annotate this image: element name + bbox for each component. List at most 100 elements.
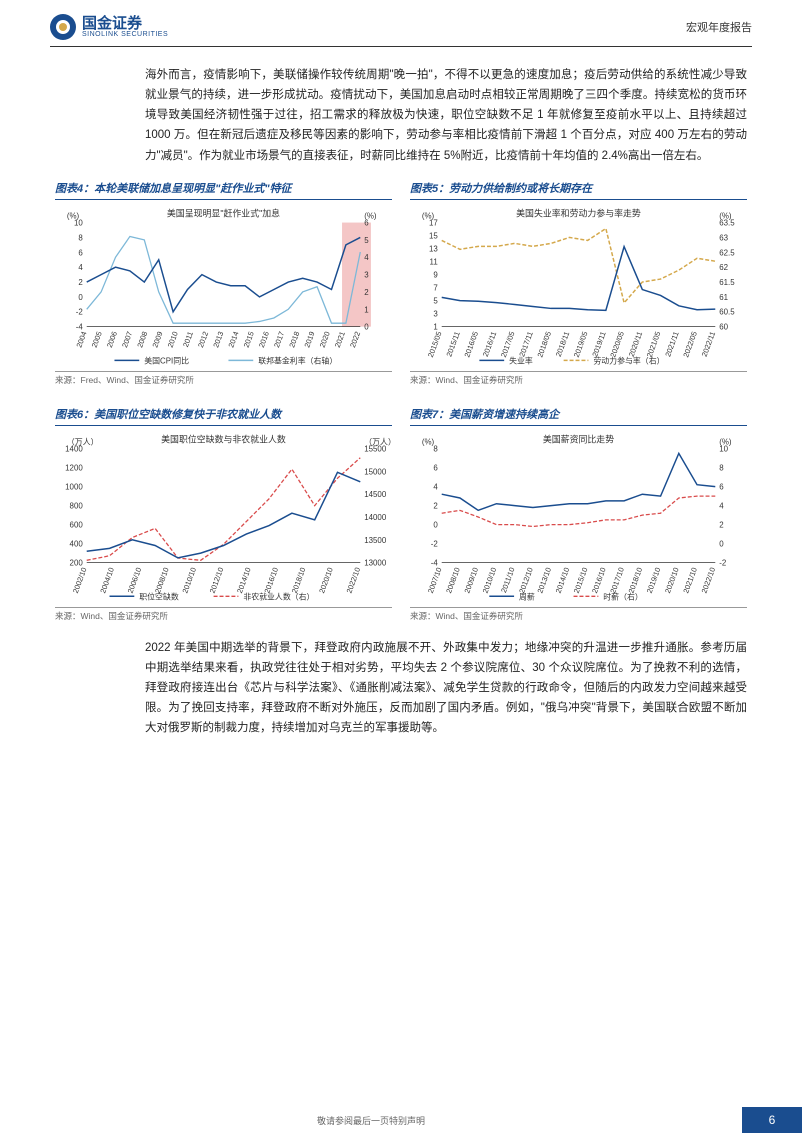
svg-text:2015/10: 2015/10 — [572, 566, 590, 594]
svg-text:2010/10: 2010/10 — [180, 566, 198, 594]
svg-text:63: 63 — [719, 233, 728, 242]
svg-text:联邦基金利率（右轴）: 联邦基金利率（右轴） — [258, 355, 337, 365]
svg-text:2013: 2013 — [211, 330, 225, 349]
footer-text: 敬请参阅最后一页特别声明 — [0, 1107, 742, 1133]
svg-text:2006/10: 2006/10 — [126, 566, 144, 594]
svg-text:60: 60 — [719, 322, 728, 331]
svg-text:7: 7 — [433, 283, 437, 292]
svg-text:5: 5 — [364, 236, 369, 245]
svg-text:400: 400 — [70, 539, 84, 548]
svg-text:2009: 2009 — [150, 330, 164, 349]
chart-5: 图表5：劳动力供给制约或将长期存在 美国失业率和劳动力参与率走势(%)(%)13… — [410, 180, 747, 386]
svg-text:2016/10: 2016/10 — [262, 566, 280, 594]
svg-text:15000: 15000 — [364, 467, 387, 476]
svg-text:2011/10: 2011/10 — [499, 566, 516, 594]
svg-text:6: 6 — [433, 463, 438, 472]
svg-text:2020/11: 2020/11 — [627, 330, 644, 358]
svg-text:2004: 2004 — [74, 330, 88, 349]
chart-6-svg: 美国职位空缺数与非农就业人数（万人）（万人）200400600800100012… — [55, 430, 392, 605]
svg-text:2: 2 — [364, 288, 368, 297]
svg-text:2007/10: 2007/10 — [426, 566, 444, 594]
chart-5-source: 来源：Wind、国金证券研究所 — [410, 371, 747, 386]
svg-text:2019/11: 2019/11 — [590, 330, 607, 358]
chart-row-1: 图表4：本轮美联储加息呈现明显"赶作业式"特征 美国呈现明显"赶作业式"加息(%… — [0, 166, 802, 386]
svg-text:13500: 13500 — [364, 535, 387, 544]
svg-text:2021/05: 2021/05 — [645, 330, 663, 358]
svg-text:2013/10: 2013/10 — [535, 566, 553, 594]
svg-text:2014/10: 2014/10 — [554, 566, 572, 594]
svg-text:61: 61 — [719, 293, 728, 302]
svg-text:2006: 2006 — [105, 330, 119, 349]
chart-6: 图表6：美国职位空缺数修复快于非农就业人数 美国职位空缺数与非农就业人数（万人）… — [55, 406, 392, 622]
svg-text:3: 3 — [364, 270, 369, 279]
logo-text-en: SINOLINK SECURITIES — [82, 31, 168, 38]
paragraph-1: 海外而言，疫情影响下，美联储操作较传统周期"晚一拍"，不得不以更急的速度加息；疫… — [0, 47, 802, 166]
doc-type: 宏观年度报告 — [686, 19, 752, 35]
svg-text:2015/05: 2015/05 — [426, 330, 444, 358]
svg-text:2019: 2019 — [302, 330, 316, 349]
svg-text:非农就业人数（右）: 非农就业人数（右） — [243, 591, 314, 601]
chart-row-2: 图表6：美国职位空缺数修复快于非农就业人数 美国职位空缺数与非农就业人数（万人）… — [0, 386, 802, 622]
svg-text:1000: 1000 — [65, 482, 83, 491]
svg-text:2008/10: 2008/10 — [153, 566, 171, 594]
svg-text:800: 800 — [70, 501, 84, 510]
svg-text:2005: 2005 — [90, 330, 104, 349]
svg-text:4: 4 — [364, 253, 369, 262]
footer: 敬请参阅最后一页特别声明 6 — [0, 1107, 802, 1133]
chart-7-source: 来源：Wind、国金证券研究所 — [410, 607, 747, 622]
svg-text:2016/10: 2016/10 — [590, 566, 608, 594]
svg-text:2008/10: 2008/10 — [444, 566, 462, 594]
svg-text:13000: 13000 — [364, 558, 387, 567]
svg-text:61.5: 61.5 — [719, 278, 735, 287]
svg-text:15: 15 — [429, 231, 438, 240]
chart-7-svg: 美国薪资同比走势(%)(%)-4-202468-202468102007/102… — [410, 430, 747, 605]
svg-text:1200: 1200 — [65, 463, 83, 472]
svg-text:14500: 14500 — [364, 490, 387, 499]
svg-text:2012/10: 2012/10 — [208, 566, 226, 594]
svg-text:美国失业率和劳动力参与率走势: 美国失业率和劳动力参与率走势 — [516, 207, 641, 218]
svg-text:9: 9 — [433, 270, 438, 279]
chart-4-svg: 美国呈现明显"赶作业式"加息(%)(%)-4-20246810012345620… — [55, 204, 392, 369]
chart-7-title: 图表7：美国薪资增速持续高企 — [410, 406, 747, 426]
svg-text:0: 0 — [78, 293, 83, 302]
svg-text:4: 4 — [433, 482, 438, 491]
svg-text:3: 3 — [433, 309, 438, 318]
header: 国金证券 SINOLINK SECURITIES 宏观年度报告 — [0, 0, 802, 46]
chart-6-source: 来源：Wind、国金证券研究所 — [55, 607, 392, 622]
svg-text:11: 11 — [430, 257, 439, 266]
svg-text:1400: 1400 — [65, 444, 83, 453]
svg-text:10: 10 — [74, 218, 83, 227]
svg-text:2019/05: 2019/05 — [572, 330, 590, 358]
page: 国金证券 SINOLINK SECURITIES 宏观年度报告 海外而言，疫情影… — [0, 0, 802, 1133]
svg-text:2022/05: 2022/05 — [681, 330, 699, 358]
svg-text:1: 1 — [364, 305, 369, 314]
svg-text:62.5: 62.5 — [719, 248, 735, 257]
svg-text:63.5: 63.5 — [719, 218, 735, 227]
svg-text:13: 13 — [429, 244, 438, 253]
svg-text:2018: 2018 — [287, 330, 301, 349]
svg-text:2016/05: 2016/05 — [462, 330, 480, 358]
svg-text:0: 0 — [719, 539, 724, 548]
svg-text:2: 2 — [78, 278, 82, 287]
svg-text:职位空缺数: 职位空缺数 — [139, 591, 179, 601]
svg-text:2021/11: 2021/11 — [663, 330, 680, 358]
svg-text:2012/10: 2012/10 — [517, 566, 535, 594]
chart-5-title: 图表5：劳动力供给制约或将长期存在 — [410, 180, 747, 200]
svg-text:2016: 2016 — [257, 330, 271, 349]
logo-icon — [50, 14, 76, 40]
svg-text:2022: 2022 — [348, 330, 362, 349]
svg-text:2018/10: 2018/10 — [627, 566, 645, 594]
svg-text:2: 2 — [719, 520, 723, 529]
svg-text:200: 200 — [70, 558, 84, 567]
paragraph-2: 2022 年美国中期选举的背景下，拜登政府内政施展不开、外政集中发力；地缘冲突的… — [0, 622, 802, 739]
svg-text:6: 6 — [78, 248, 83, 257]
svg-text:2019/10: 2019/10 — [645, 566, 663, 594]
svg-text:2021/10: 2021/10 — [681, 566, 699, 594]
svg-text:美国薪资同比走势: 美国薪资同比走势 — [543, 433, 614, 444]
svg-text:2018/05: 2018/05 — [535, 330, 553, 358]
svg-text:2007: 2007 — [120, 330, 134, 349]
svg-text:4: 4 — [719, 501, 724, 510]
logo-text-cn: 国金证券 — [82, 16, 168, 31]
chart-4: 图表4：本轮美联储加息呈现明显"赶作业式"特征 美国呈现明显"赶作业式"加息(%… — [55, 180, 392, 386]
svg-text:2017/05: 2017/05 — [499, 330, 517, 358]
